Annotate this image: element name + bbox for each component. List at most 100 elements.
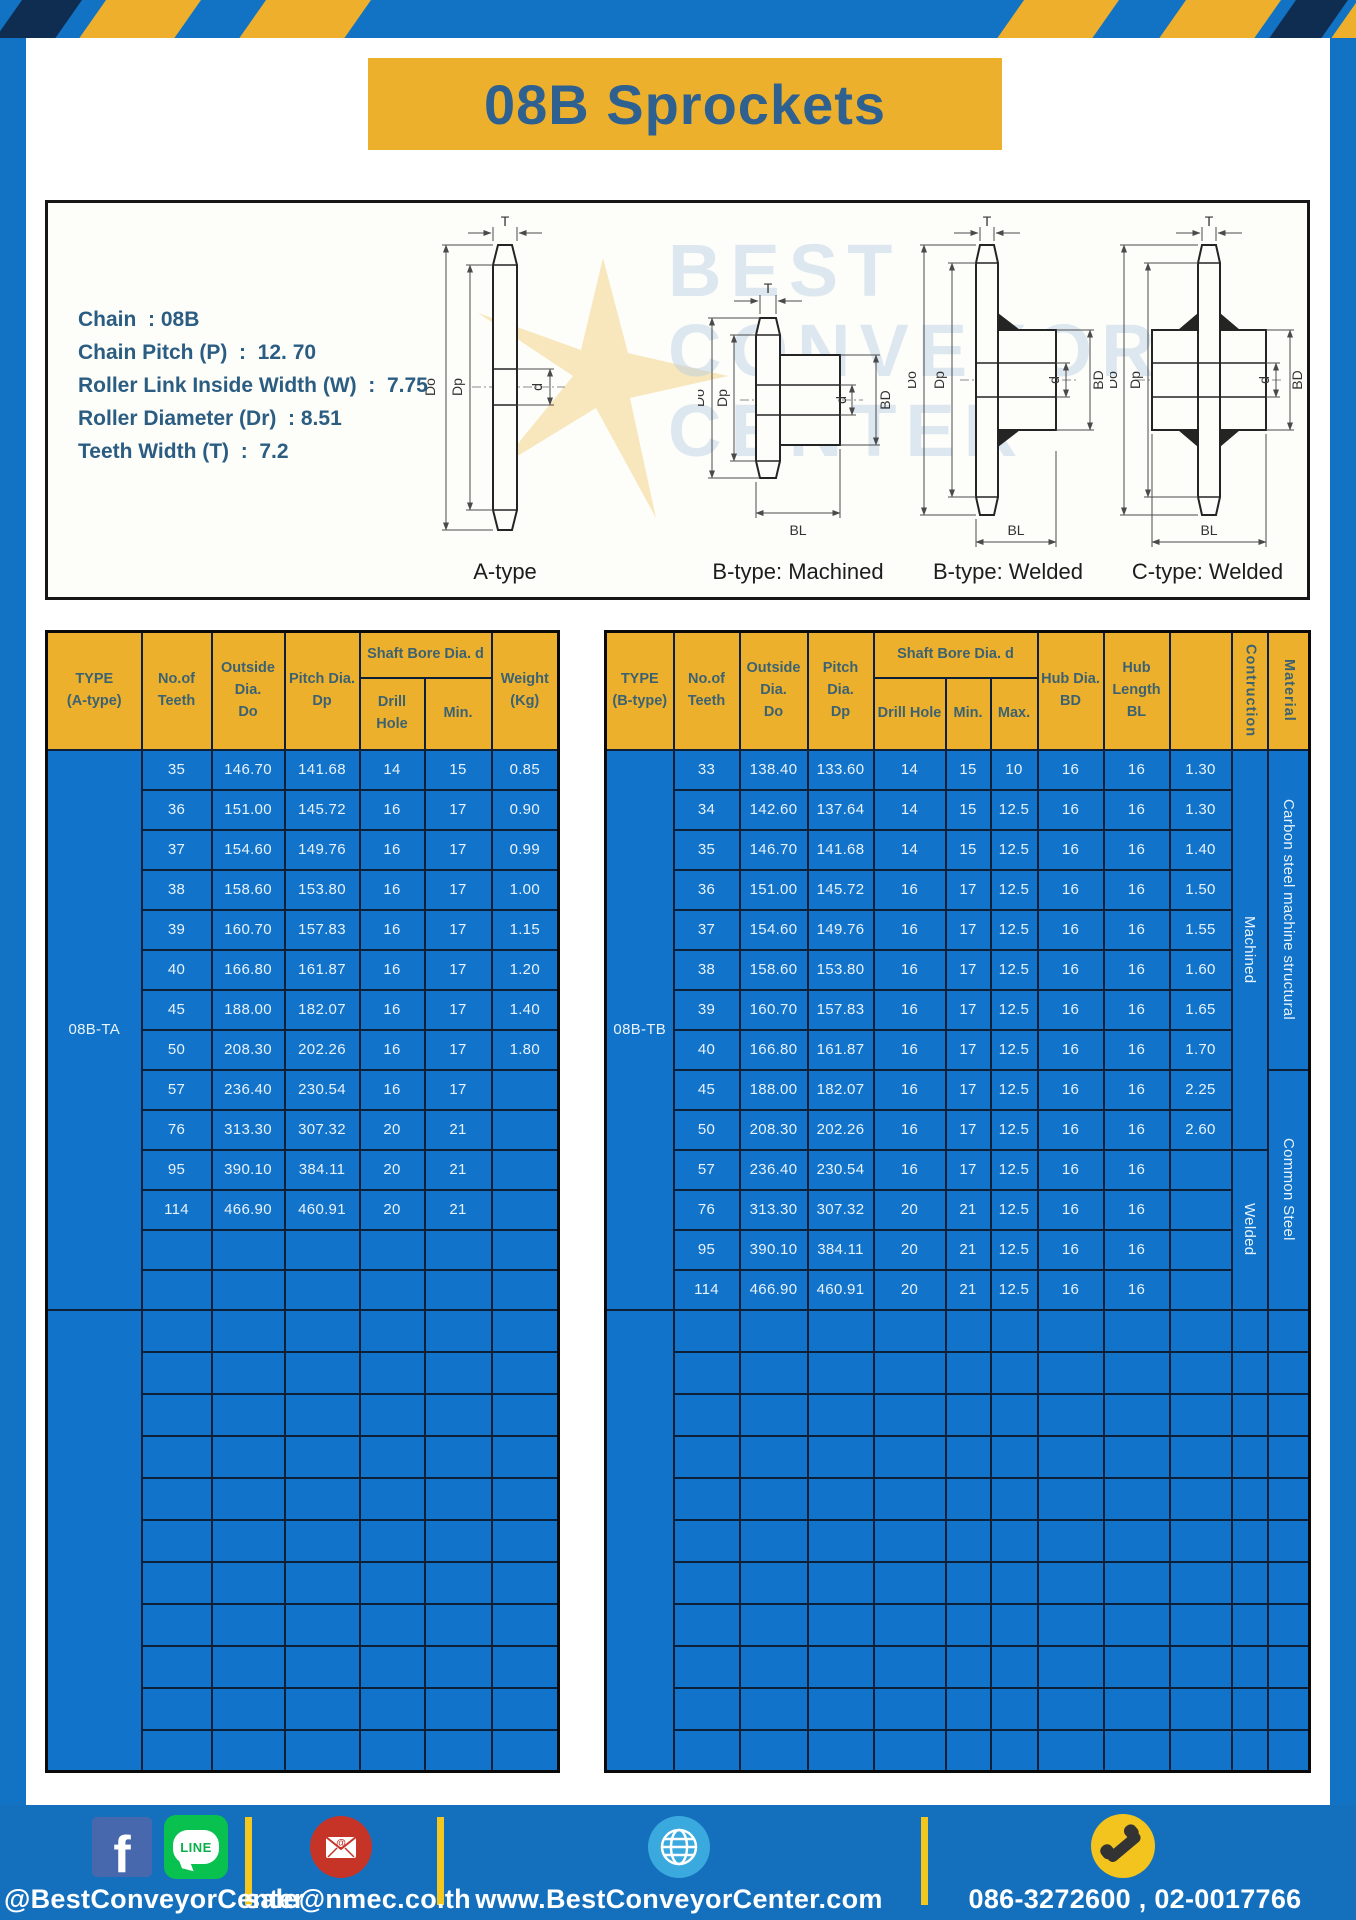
table-cell xyxy=(672,1392,741,1437)
hazard-stripe xyxy=(229,0,380,38)
spec-roller-dia: Roller Diameter (Dr) : 8.51 xyxy=(78,407,342,430)
table-cell: 12.5 xyxy=(989,868,1039,911)
table-cell xyxy=(358,1268,426,1311)
table-cell xyxy=(1230,1350,1269,1395)
table-cell: 230.54 xyxy=(806,1148,875,1191)
table-cell xyxy=(1036,1350,1105,1395)
table-cell xyxy=(806,1602,875,1647)
dim-label-bd: BD xyxy=(877,390,893,409)
table-cell xyxy=(944,1476,992,1521)
table-cell xyxy=(944,1434,992,1479)
table-cell xyxy=(1102,1518,1171,1563)
table-cell xyxy=(358,1518,426,1563)
table-cell xyxy=(672,1728,741,1773)
table-cell xyxy=(423,1728,493,1773)
table-row: 37 154.60 149.76 16 17 0.99 xyxy=(47,828,560,871)
table-cell: 45 xyxy=(140,988,213,1031)
table-cell xyxy=(944,1308,992,1353)
table-cell: 20 xyxy=(872,1188,947,1231)
table-row: 35 146.70 141.68 14 15 12.5 16 16 1.40 xyxy=(606,828,1310,871)
dim-label-bl: BL xyxy=(1200,522,1217,538)
table-row-empty xyxy=(606,1602,1311,1647)
line-bubble: LINE xyxy=(173,1830,219,1864)
col-header-min: Min. xyxy=(423,676,493,751)
table-row-empty xyxy=(47,1728,560,1773)
type-label-cell xyxy=(604,1308,675,1773)
dim-label-do: Do xyxy=(422,378,438,396)
table-cell xyxy=(283,1228,361,1271)
col-header-shaft-bore: Shaft Bore Dia. d xyxy=(872,630,1039,679)
table-cell xyxy=(140,1560,213,1605)
table-cell xyxy=(989,1602,1039,1647)
table-cell xyxy=(1168,1148,1233,1191)
table-cell: 12.5 xyxy=(989,1268,1039,1311)
table-cell xyxy=(1168,1476,1233,1521)
table-cell xyxy=(1102,1434,1171,1479)
table-cell: 21 xyxy=(944,1188,992,1231)
table-cell: 16 xyxy=(1102,1148,1171,1191)
table-cell: 16 xyxy=(1036,788,1105,831)
table-cell: 36 xyxy=(672,868,741,911)
watermark-line: BEST xyxy=(668,229,902,312)
table-cell xyxy=(140,1350,213,1395)
col-header-drill: Drill Hole xyxy=(872,676,947,751)
table-row: 40 166.80 161.87 16 17 1.20 xyxy=(47,948,560,991)
table-cell: 16 xyxy=(1036,988,1105,1031)
table-row-empty xyxy=(606,1644,1311,1689)
table-cell xyxy=(358,1686,426,1731)
table-cell xyxy=(210,1308,286,1353)
table-cell xyxy=(140,1268,213,1311)
table-cell: 37 xyxy=(140,828,213,871)
table-cell: 1.60 xyxy=(1168,948,1233,991)
caption-b-type-welded: B-type: Welded xyxy=(932,559,1083,584)
table-cell xyxy=(1168,1602,1233,1647)
col-header-teeth: No.of Teeth xyxy=(140,630,213,751)
table-cell: 15 xyxy=(944,828,992,871)
table-cell xyxy=(806,1728,875,1773)
table-row-empty xyxy=(47,1602,560,1647)
table-cell xyxy=(1102,1686,1171,1731)
table-cell: 16 xyxy=(1036,1228,1105,1271)
table-cell: 17 xyxy=(944,908,992,951)
table-cell xyxy=(1102,1644,1171,1689)
table-cell xyxy=(358,1644,426,1689)
dim-label-dp: Dp xyxy=(449,378,465,396)
table-cell xyxy=(1266,1602,1311,1647)
page-border-left xyxy=(0,38,26,1805)
table-cell: 151.00 xyxy=(210,788,286,831)
table-cell xyxy=(1168,1268,1233,1311)
top-hazard-bar xyxy=(0,0,1356,38)
table-cell: 76 xyxy=(672,1188,741,1231)
table-cell: 236.40 xyxy=(210,1068,286,1111)
table-cell xyxy=(1168,1728,1233,1773)
table-cell: 16 xyxy=(1102,1228,1171,1271)
table-row: 34 142.60 137.64 14 15 12.5 16 16 1.30 xyxy=(606,788,1310,831)
table-cell xyxy=(423,1434,493,1479)
table-cell: 12.5 xyxy=(989,1228,1039,1271)
table-cell xyxy=(1266,1434,1311,1479)
table-cell xyxy=(872,1350,947,1395)
table-cell: 138.40 xyxy=(738,748,809,791)
table-cell xyxy=(738,1434,809,1479)
table-cell: 146.70 xyxy=(210,748,286,791)
table-cell: 95 xyxy=(672,1228,741,1271)
dim-label-d: d xyxy=(1046,376,1062,384)
table-cell xyxy=(1230,1434,1269,1479)
table-cell xyxy=(490,1518,560,1563)
table-cell: 16 xyxy=(1102,1028,1171,1071)
table-cell: 15 xyxy=(423,748,493,791)
table-cell: 466.90 xyxy=(210,1188,286,1231)
table-cell: 50 xyxy=(140,1028,213,1071)
col-header-construction: Contruction xyxy=(1230,630,1269,751)
col-header-hub-length: Hub Length BL xyxy=(1102,630,1171,751)
type-label-cell: 08B-TB xyxy=(604,748,675,1311)
table-row: 95 390.10 384.11 20 21 xyxy=(47,1148,560,1191)
table-cell: 16 xyxy=(1102,908,1171,951)
drawing-c-type-welded: T Do Dp d BD BL xyxy=(1104,213,1305,565)
table-cell: 12.5 xyxy=(989,1148,1039,1191)
table-cell: 1.15 xyxy=(490,908,560,951)
table-b-type: TYPE (B-type) No.of Teeth Outside Dia. D… xyxy=(604,630,1311,1773)
diagram-box: BEST CONVEYOR CENTER Chain : 08B Chain P… xyxy=(45,200,1310,600)
table-cell: 16 xyxy=(1036,1068,1105,1111)
table-cell: 188.00 xyxy=(210,988,286,1031)
